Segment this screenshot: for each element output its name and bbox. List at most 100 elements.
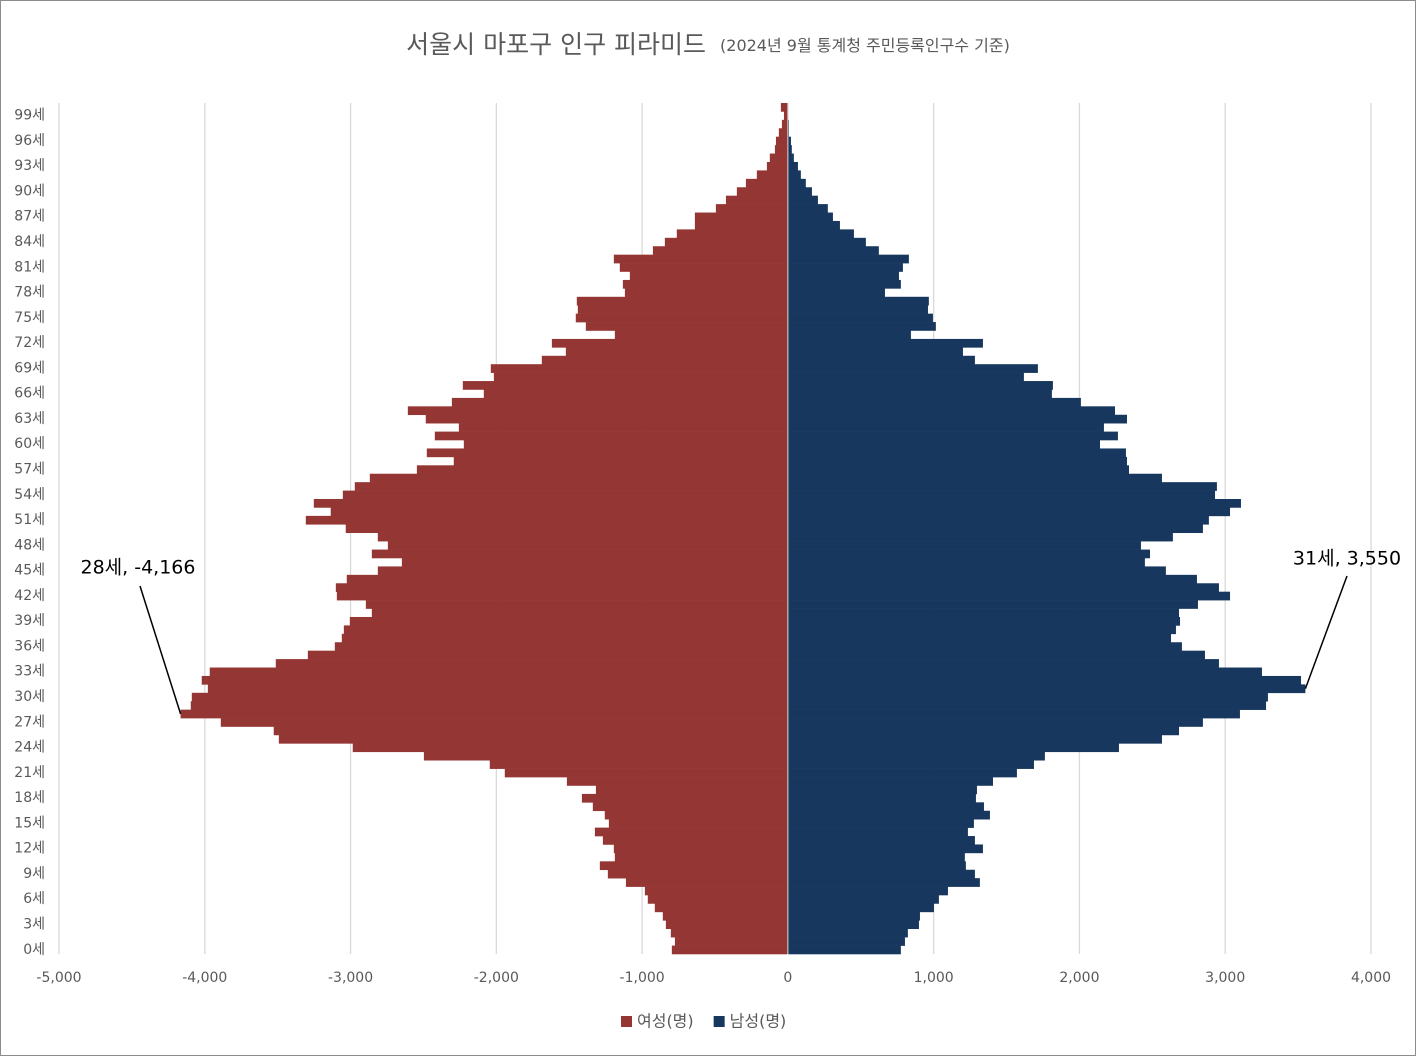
bar bbox=[407, 406, 788, 416]
bar bbox=[463, 440, 788, 449]
bar bbox=[788, 499, 1241, 508]
bar bbox=[788, 389, 1052, 399]
bar bbox=[483, 389, 788, 399]
bar bbox=[608, 819, 788, 828]
bar bbox=[458, 423, 788, 432]
bar bbox=[769, 153, 788, 163]
bar bbox=[766, 161, 788, 171]
bar bbox=[788, 911, 920, 921]
annotation: 31세, 3,550 bbox=[1293, 548, 1401, 570]
bar bbox=[595, 785, 788, 795]
bar bbox=[664, 237, 788, 247]
bar bbox=[788, 768, 1017, 778]
bar bbox=[489, 760, 788, 769]
legend-swatch bbox=[713, 1016, 725, 1027]
bar bbox=[788, 136, 791, 146]
y-tick-label: 93세 bbox=[14, 158, 45, 174]
legend-label: 여성(명) bbox=[637, 1012, 694, 1031]
y-tick-label: 48세 bbox=[14, 537, 45, 553]
bar bbox=[788, 448, 1126, 458]
bar bbox=[788, 482, 1217, 491]
y-tick-label: 30세 bbox=[14, 689, 45, 705]
bar bbox=[613, 254, 788, 264]
bar bbox=[426, 448, 788, 458]
y-tick-label: 15세 bbox=[14, 815, 45, 831]
bar bbox=[788, 557, 1145, 567]
bar bbox=[788, 574, 1197, 584]
y-tick-label: 66세 bbox=[14, 386, 45, 402]
bar bbox=[788, 364, 1038, 373]
bar bbox=[346, 574, 788, 584]
bar bbox=[788, 229, 854, 239]
bar bbox=[788, 288, 885, 298]
bar bbox=[788, 659, 1219, 668]
bar bbox=[788, 945, 901, 955]
bar bbox=[788, 170, 801, 180]
bar bbox=[788, 802, 984, 812]
bar bbox=[788, 743, 1119, 753]
y-tick-label: 75세 bbox=[14, 310, 45, 326]
x-tick-label: 4,000 bbox=[1351, 970, 1391, 986]
bar bbox=[652, 246, 788, 255]
annotation: 28세, -4,166 bbox=[81, 557, 196, 579]
bar bbox=[788, 431, 1118, 441]
x-tick-label: 3,000 bbox=[1205, 970, 1245, 986]
y-tick-label: 60세 bbox=[14, 436, 45, 452]
bar bbox=[209, 667, 788, 677]
bar bbox=[781, 119, 788, 129]
bar bbox=[493, 372, 788, 382]
bar bbox=[788, 852, 965, 862]
bar bbox=[349, 616, 788, 626]
chart-title: 서울시 마포구 인구 피라미드 bbox=[406, 30, 706, 59]
bar bbox=[342, 490, 788, 500]
bar bbox=[788, 937, 905, 946]
y-tick-label: 63세 bbox=[14, 411, 45, 427]
bar bbox=[788, 465, 1130, 475]
bar bbox=[788, 650, 1205, 660]
y-tick-label: 96세 bbox=[14, 133, 45, 149]
bar bbox=[788, 869, 975, 879]
bar bbox=[774, 145, 788, 154]
bar bbox=[788, 305, 928, 314]
bar bbox=[490, 364, 788, 373]
bar bbox=[180, 709, 788, 719]
x-tick-label: -5,000 bbox=[36, 970, 81, 986]
y-tick-label: 9세 bbox=[23, 866, 45, 882]
bar bbox=[313, 499, 788, 508]
bar bbox=[788, 355, 975, 365]
bar bbox=[788, 381, 1053, 390]
bar bbox=[352, 743, 788, 753]
bar bbox=[736, 187, 788, 196]
bar bbox=[788, 128, 789, 138]
bar bbox=[788, 246, 879, 255]
bar bbox=[504, 768, 788, 778]
bar bbox=[788, 836, 975, 845]
bar bbox=[575, 313, 788, 323]
bar bbox=[756, 170, 788, 180]
bar bbox=[371, 608, 788, 618]
bar bbox=[788, 532, 1173, 542]
bar bbox=[594, 827, 788, 837]
bar bbox=[788, 456, 1127, 466]
bar bbox=[788, 490, 1216, 500]
bar bbox=[191, 692, 788, 702]
bar bbox=[674, 937, 788, 946]
bar bbox=[551, 338, 788, 348]
bar bbox=[788, 524, 1203, 534]
bar bbox=[220, 718, 788, 727]
bar bbox=[387, 541, 788, 550]
bar bbox=[788, 322, 936, 331]
bar bbox=[694, 220, 788, 230]
x-tick-label: 2,000 bbox=[1059, 970, 1099, 986]
bar bbox=[788, 819, 974, 828]
bar bbox=[622, 279, 788, 289]
bar bbox=[788, 709, 1240, 719]
x-tick-label: 1,000 bbox=[914, 970, 954, 986]
bar bbox=[745, 178, 788, 188]
y-tick-label: 3세 bbox=[23, 917, 45, 933]
bar bbox=[715, 204, 788, 213]
y-tick-label: 78세 bbox=[14, 285, 45, 301]
bar bbox=[278, 734, 788, 744]
bar bbox=[190, 701, 788, 710]
bar bbox=[788, 423, 1104, 432]
